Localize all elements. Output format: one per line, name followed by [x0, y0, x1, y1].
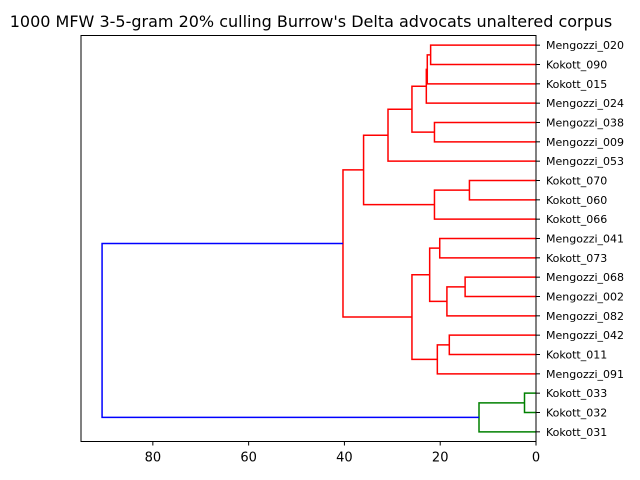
dendrogram-link-7: [468, 179, 536, 201]
dendrogram-link-11: [464, 276, 536, 298]
dendrogram-link-1: [429, 44, 536, 66]
leaf-label: Kokott_070: [546, 175, 607, 188]
x-tick-label: 20: [432, 451, 449, 466]
dendrogram-link-5: [411, 85, 435, 133]
dendrogram-link-18: [523, 392, 536, 414]
x-axis: 80 60 40 20 0: [145, 441, 540, 466]
dendrogram-link-17: [342, 169, 412, 318]
leaf-label: Mengozzi_091: [546, 368, 624, 381]
x-tick-label: 40: [336, 451, 353, 466]
leaf-label: Kokott_090: [546, 59, 607, 72]
dendrogram-link-2: [426, 54, 536, 85]
dendrogram-link-10: [438, 237, 536, 259]
leaf-label: Kokott_073: [546, 252, 607, 265]
dendrogram-link-15: [436, 344, 536, 375]
leaf-label: Kokott_066: [546, 213, 607, 226]
leaf-label: Mengozzi_082: [546, 310, 624, 323]
chart-title: 1000 MFW 3-5-gram 20% culling Burrow's D…: [10, 12, 613, 31]
dendrogram-link-20: [101, 242, 480, 419]
leaf-label: Mengozzi_038: [546, 117, 624, 130]
dendrogram-link-13: [428, 247, 447, 303]
leaf-label: Kokott_011: [546, 349, 607, 362]
dendrogram-link-14: [448, 334, 536, 356]
dendrogram-link-9: [362, 134, 435, 206]
dendrogram-link-6: [387, 108, 536, 162]
leaf-label: Kokott_033: [546, 387, 607, 400]
dendrogram-link-4: [433, 121, 536, 143]
dendrogram-link-8: [433, 189, 536, 220]
x-tick-label: 60: [240, 451, 257, 466]
leaf-labels: Mengozzi_020 Kokott_090 Kokott_015 Mengozzi…: [536, 39, 624, 439]
dendrogram-link-16: [411, 274, 438, 361]
leaf-label: Mengozzi_002: [546, 291, 624, 304]
dendrogram-link-19: [478, 402, 536, 433]
leaf-label: Mengozzi_053: [546, 155, 624, 168]
leaf-label: Mengozzi_041: [546, 233, 624, 246]
leaf-label: Mengozzi_020: [546, 39, 624, 52]
x-tick-label: 80: [145, 451, 162, 466]
leaf-label: Mengozzi_024: [546, 97, 624, 110]
leaf-label: Mengozzi_042: [546, 329, 624, 342]
leaf-label: Kokott_060: [546, 194, 607, 207]
leaf-label: Mengozzi_009: [546, 136, 624, 149]
leaf-label: Kokott_015: [546, 78, 607, 91]
x-tick-label: 0: [532, 451, 540, 466]
leaf-label: Kokott_032: [546, 407, 607, 420]
leaf-label: Mengozzi_068: [546, 271, 624, 284]
dendrogram-links: [101, 44, 536, 433]
leaf-label: Kokott_031: [546, 426, 607, 439]
dendrogram-link-12: [446, 286, 536, 317]
dendrogram-link-3: [425, 68, 536, 104]
